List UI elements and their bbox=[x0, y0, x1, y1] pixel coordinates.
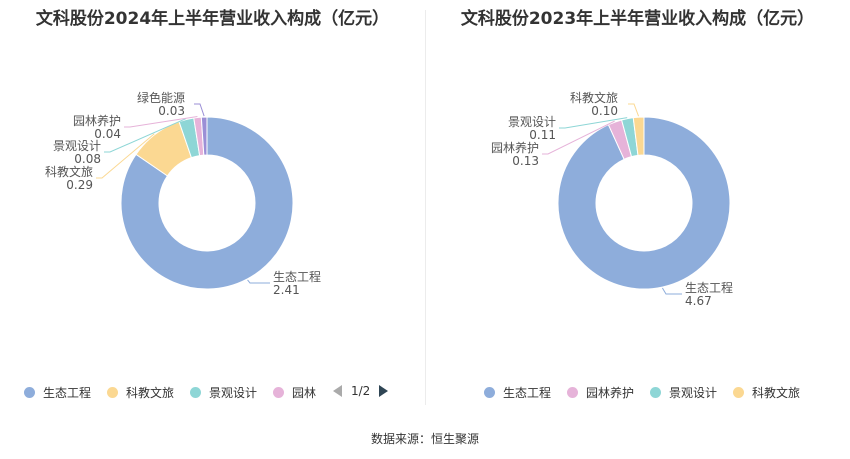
legend-2023: 生态工程 园林养护 景观设计 科教文旅 bbox=[425, 384, 850, 402]
data-source-note: 数据来源：恒生聚源 bbox=[370, 432, 479, 446]
legend-dot bbox=[567, 387, 578, 398]
slice-name-label: 生态工程 bbox=[685, 280, 733, 295]
legend-dot bbox=[484, 387, 495, 398]
legend-label: 生态工程 bbox=[503, 386, 552, 400]
chart-panel-2024: 文科股份2024年上半年营业收入构成（亿元） 生态工程 2.41 科教文旅 0.29 景… bbox=[0, 0, 425, 410]
slice-name-label: 景观设计 bbox=[508, 115, 556, 129]
legend-dot bbox=[733, 387, 744, 398]
legend-dot bbox=[24, 387, 35, 398]
slice-value-label: 0.10 bbox=[591, 104, 618, 118]
panel-divider bbox=[425, 10, 426, 405]
slice-value-label: 0.13 bbox=[512, 154, 539, 168]
slice-value-label: 0.29 bbox=[66, 178, 93, 192]
leader-line-1 bbox=[96, 133, 155, 179]
legend-dot bbox=[107, 387, 118, 398]
legend-item-yuanlin-yanghu[interactable]: 园林养护 bbox=[567, 384, 634, 401]
slice-name-label: 景观设计 bbox=[53, 139, 101, 153]
slice-value-label: 0.11 bbox=[529, 128, 556, 142]
slice-name-label: 科教文旅 bbox=[570, 90, 618, 105]
legend-item-yuanlin[interactable]: 园林 bbox=[273, 384, 316, 401]
donut-slice-2024-4[interactable] bbox=[200, 116, 208, 156]
slice-name-label: 园林养护 bbox=[491, 140, 539, 155]
slice-name-label: 绿色能源 bbox=[137, 90, 185, 105]
slice-value-label: 0.08 bbox=[74, 152, 101, 166]
leader-line-0 bbox=[247, 279, 270, 284]
legend-dot bbox=[190, 387, 201, 398]
donut-slice-2024-0[interactable] bbox=[120, 116, 294, 290]
chart-title-2024: 文科股份2024年上半年营业收入构成（亿元） bbox=[35, 9, 390, 29]
legend-pager: 1/2 bbox=[333, 384, 389, 398]
slice-name-label: 科教文旅 bbox=[45, 164, 93, 179]
leader-line-0 bbox=[661, 287, 682, 295]
legend-item-shengtai-gongcheng[interactable]: 生态工程 bbox=[484, 384, 551, 401]
slice-name-label: 园林养护 bbox=[73, 113, 121, 128]
prev-page-icon[interactable] bbox=[333, 385, 342, 397]
legend-item-kejiao-wenlv[interactable]: 科教文旅 bbox=[107, 384, 174, 401]
legend-item-kejiao-wenlv[interactable]: 科教文旅 bbox=[733, 384, 800, 401]
slice-value-label: 4.67 bbox=[685, 294, 712, 308]
leader-line-3 bbox=[124, 116, 198, 128]
slice-value-label: 0.03 bbox=[158, 104, 185, 118]
donut-slice-2023-0[interactable] bbox=[557, 116, 731, 290]
leader-line-4 bbox=[194, 103, 205, 117]
slice-value-label: 2.41 bbox=[273, 283, 300, 297]
legend-dot bbox=[273, 387, 284, 398]
chart-title-2023: 文科股份2023年上半年营业收入构成（亿元） bbox=[460, 9, 815, 29]
leader-line-1 bbox=[542, 120, 615, 155]
legend-dot bbox=[650, 387, 661, 398]
leader-line-3 bbox=[628, 103, 640, 117]
leader-line-2 bbox=[559, 117, 628, 129]
legend-page-indicator: 1/2 bbox=[351, 384, 371, 398]
chart-panel-2023: 文科股份2023年上半年营业收入构成（亿元） 生态工程 4.67 园林养护 0.13 景… bbox=[425, 0, 850, 410]
legend-2024: 生态工程 科教文旅 景观设计 园林 1/2 bbox=[0, 384, 425, 402]
donut-slice-2023-3[interactable] bbox=[632, 116, 645, 156]
legend-item-jingguan-sheji[interactable]: 景观设计 bbox=[650, 384, 717, 401]
legend-label: 生态工程 bbox=[43, 386, 92, 400]
legend-label: 景观设计 bbox=[669, 386, 718, 400]
leader-line-2 bbox=[104, 118, 187, 153]
legend-label: 科教文旅 bbox=[126, 386, 175, 400]
legend-label: 科教文旅 bbox=[752, 386, 801, 400]
slice-value-label: 0.04 bbox=[94, 127, 121, 141]
slice-name-label: 生态工程 bbox=[273, 269, 321, 284]
legend-item-shengtai-gongcheng[interactable]: 生态工程 bbox=[24, 384, 91, 401]
next-page-icon[interactable] bbox=[379, 385, 389, 397]
legend-label: 园林养护 bbox=[586, 386, 635, 400]
legend-label: 景观设计 bbox=[209, 386, 258, 400]
legend-item-jingguan-sheji[interactable]: 景观设计 bbox=[190, 384, 257, 401]
legend-label: 园林 bbox=[292, 386, 317, 400]
